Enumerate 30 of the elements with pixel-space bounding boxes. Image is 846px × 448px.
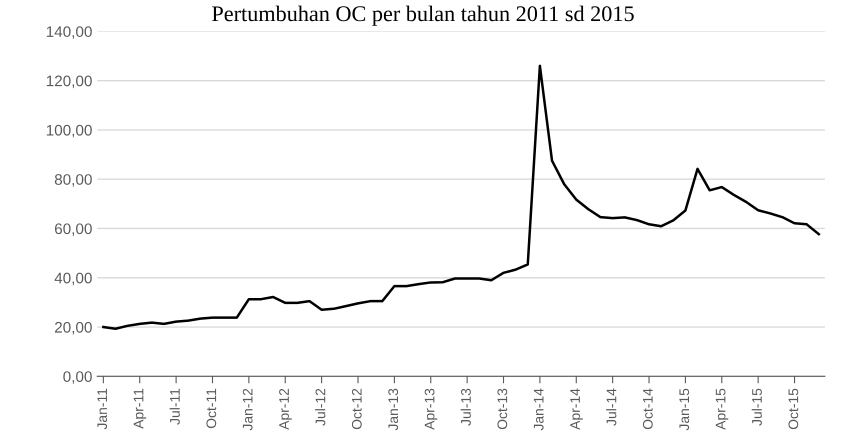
y-tick-label: 20,00 xyxy=(54,322,92,335)
y-tick-label: 80,00 xyxy=(54,174,92,187)
x-tick-label: Jul-12 xyxy=(315,388,326,426)
x-tick-label: Jan-11 xyxy=(97,388,108,430)
x-tick-label: Jan-13 xyxy=(388,388,398,430)
y-tick-label: 140,00 xyxy=(46,26,92,39)
y-tick-label: 40,00 xyxy=(54,272,92,286)
y-tick-label: 100,00 xyxy=(46,124,92,138)
x-tick-label: Jan-12 xyxy=(242,388,253,430)
x-tick-label: Jul-11 xyxy=(170,388,180,425)
x-tick-label: Jul-15 xyxy=(752,388,762,426)
chart-title: Pertumbuhan OC per bulan tahun 2011 sd 2015 xyxy=(212,6,634,26)
x-tick-label: Oct-11 xyxy=(206,388,216,428)
y-tick-label: 0,00 xyxy=(63,371,92,384)
y-tick-label: 120,00 xyxy=(46,76,92,88)
x-tick-label: Apr-11 xyxy=(134,388,146,429)
x-tick-label: Oct-14 xyxy=(642,388,653,430)
x-tick-label: Apr-13 xyxy=(424,388,438,430)
x-tick-label: Oct-13 xyxy=(497,388,508,430)
x-tick-label: Apr-14 xyxy=(570,388,583,430)
y-tick-label: 60,00 xyxy=(54,223,92,236)
x-tick-label: Jul-14 xyxy=(606,388,616,426)
x-tick-label: Apr-12 xyxy=(279,388,292,430)
x-tick-label: Jul-13 xyxy=(460,388,471,426)
x-tick-label: Jan-14 xyxy=(534,388,544,430)
line-series xyxy=(102,64,820,330)
x-tick-label: Jan-15 xyxy=(679,388,690,430)
x-tick-label: Apr-15 xyxy=(716,388,728,430)
x-tick-label: Oct-12 xyxy=(352,388,362,430)
x-tick-label: Oct-15 xyxy=(788,388,798,430)
